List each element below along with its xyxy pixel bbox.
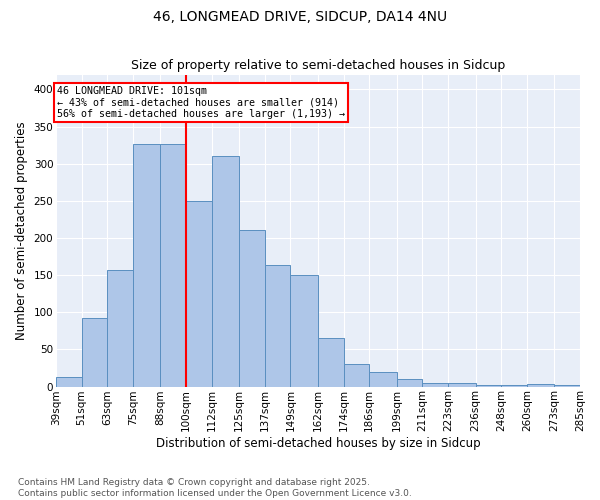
Text: 46 LONGMEAD DRIVE: 101sqm
← 43% of semi-detached houses are smaller (914)
56% of: 46 LONGMEAD DRIVE: 101sqm ← 43% of semi-… [57,86,345,119]
Bar [554,385,580,386]
Bar [212,156,239,386]
Bar [369,372,397,386]
Bar [290,275,318,386]
Bar [133,144,160,386]
Bar [344,364,369,386]
Text: 46, LONGMEAD DRIVE, SIDCUP, DA14 4NU: 46, LONGMEAD DRIVE, SIDCUP, DA14 4NU [153,10,447,24]
Text: Contains HM Land Registry data © Crown copyright and database right 2025.
Contai: Contains HM Land Registry data © Crown c… [18,478,412,498]
Bar [186,201,212,386]
Y-axis label: Number of semi-detached properties: Number of semi-detached properties [15,121,28,340]
Bar [397,379,422,386]
Bar [501,385,527,386]
Bar [448,383,476,386]
Bar [160,144,186,386]
Bar [527,384,554,386]
Bar [318,338,344,386]
Bar [265,266,290,386]
Bar [82,318,107,386]
Title: Size of property relative to semi-detached houses in Sidcup: Size of property relative to semi-detach… [131,59,505,72]
Bar [422,383,448,386]
X-axis label: Distribution of semi-detached houses by size in Sidcup: Distribution of semi-detached houses by … [156,437,481,450]
Bar [107,270,133,386]
Bar [476,385,501,386]
Bar [56,377,82,386]
Bar [239,230,265,386]
